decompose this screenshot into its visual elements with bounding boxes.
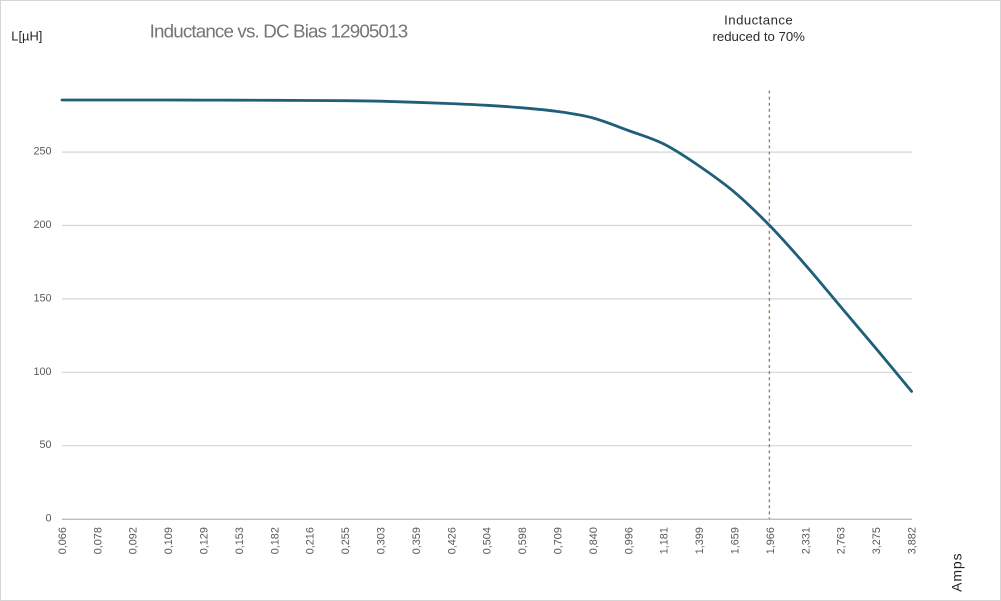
svg-text:reduced to 70%: reduced to 70% — [713, 29, 806, 44]
svg-text:0: 0 — [45, 513, 51, 525]
svg-text:0,109: 0,109 — [163, 527, 175, 554]
svg-text:Inductance: Inductance — [724, 12, 793, 27]
svg-text:0,182: 0,182 — [269, 527, 281, 554]
svg-text:150: 150 — [33, 292, 51, 304]
svg-text:1,181: 1,181 — [659, 527, 671, 554]
svg-text:2,763: 2,763 — [836, 527, 848, 554]
svg-text:3,882: 3,882 — [907, 527, 919, 554]
svg-text:Inductance vs. DC Bias 1290501: Inductance vs. DC Bias 12905013 — [150, 20, 408, 41]
svg-text:0,216: 0,216 — [305, 527, 317, 554]
svg-text:2,331: 2,331 — [800, 527, 812, 554]
svg-text:0,153: 0,153 — [234, 527, 246, 554]
svg-text:1,966: 1,966 — [765, 527, 777, 554]
svg-text:50: 50 — [39, 439, 51, 451]
svg-text:0,303: 0,303 — [376, 527, 388, 554]
svg-text:L[µH]: L[µH] — [11, 28, 42, 43]
svg-text:1,659: 1,659 — [730, 527, 742, 554]
svg-text:1,399: 1,399 — [694, 527, 706, 554]
svg-text:0,709: 0,709 — [553, 527, 565, 554]
svg-text:0,359: 0,359 — [411, 527, 423, 554]
svg-text:0,078: 0,078 — [92, 527, 104, 554]
svg-text:0,598: 0,598 — [517, 527, 529, 554]
svg-text:0,840: 0,840 — [588, 527, 600, 554]
svg-text:0,066: 0,066 — [57, 527, 69, 554]
svg-text:0,092: 0,092 — [128, 527, 140, 554]
svg-text:0,426: 0,426 — [446, 527, 458, 554]
svg-text:Amps: Amps — [948, 553, 964, 592]
svg-text:250: 250 — [33, 146, 51, 158]
svg-text:100: 100 — [33, 366, 51, 378]
svg-text:3,275: 3,275 — [871, 527, 883, 554]
svg-text:200: 200 — [33, 219, 51, 231]
svg-text:0,504: 0,504 — [482, 527, 494, 554]
svg-text:0,129: 0,129 — [199, 527, 211, 554]
svg-text:0,255: 0,255 — [340, 527, 352, 554]
svg-text:0,996: 0,996 — [623, 527, 635, 554]
